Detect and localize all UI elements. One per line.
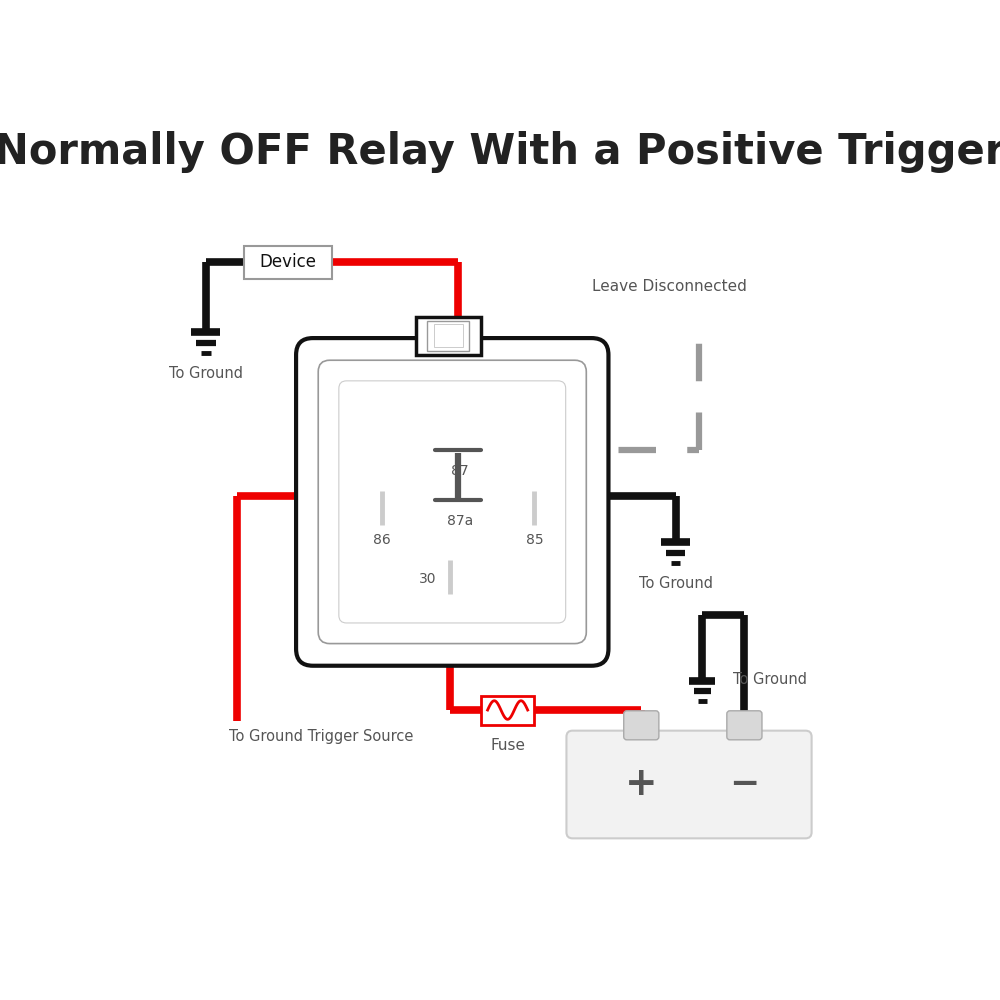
FancyBboxPatch shape <box>624 711 659 740</box>
FancyBboxPatch shape <box>566 731 812 838</box>
Bar <box>481 696 534 725</box>
Bar <box>427 321 469 351</box>
Text: −: − <box>729 767 760 801</box>
Text: 87: 87 <box>451 464 469 478</box>
Text: Leave Disconnected: Leave Disconnected <box>592 279 747 294</box>
Text: +: + <box>625 765 658 803</box>
Bar <box>416 317 481 355</box>
Bar <box>244 246 332 279</box>
Text: Device: Device <box>260 253 317 271</box>
Bar <box>434 324 463 347</box>
Text: To Ground: To Ground <box>733 672 807 687</box>
Text: To Ground Trigger Source: To Ground Trigger Source <box>229 729 413 744</box>
FancyBboxPatch shape <box>296 338 608 666</box>
Text: 30: 30 <box>419 572 437 586</box>
Text: Fuse: Fuse <box>490 738 525 753</box>
Text: 85: 85 <box>526 533 543 547</box>
FancyBboxPatch shape <box>727 711 762 740</box>
Text: 86: 86 <box>373 533 390 547</box>
Text: To Ground: To Ground <box>639 576 713 591</box>
Text: 87a: 87a <box>447 514 473 528</box>
Text: Normally OFF Relay With a Positive Trigger: Normally OFF Relay With a Positive Trigg… <box>0 131 1000 173</box>
Text: To Ground: To Ground <box>169 366 243 381</box>
